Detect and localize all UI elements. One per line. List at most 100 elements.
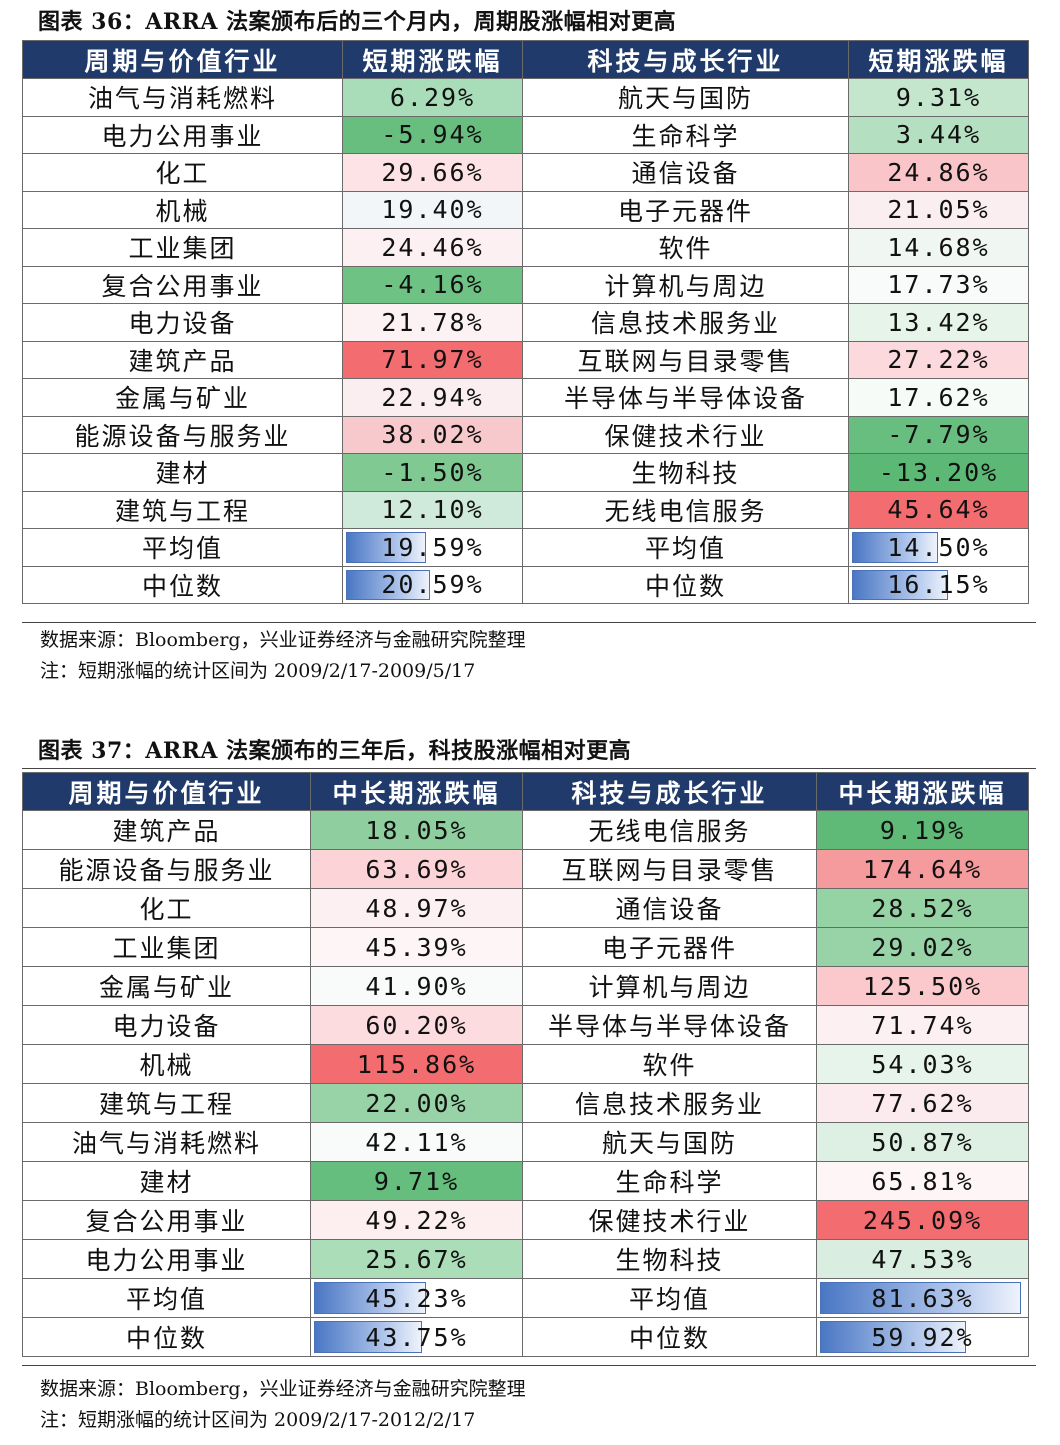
cyclical-industry: 金属与矿业 [22, 378, 343, 417]
summary-row: 平均值 19.59% 平均值 14.50% [22, 528, 1029, 567]
cyclical-industry: 建筑与工程 [22, 490, 343, 529]
table-row: 金属与矿业 22.94% 半导体与半导体设备 17.62% [22, 378, 1029, 417]
summary-value-text: 43.75% [365, 1322, 468, 1352]
cyclical-change: 6.29% [342, 78, 523, 117]
col-header-cyclical: 周期与价值行业 [22, 40, 343, 79]
cyclical-summary-value: 43.75% [310, 1317, 523, 1357]
tech-change: 54.03% [816, 1044, 1029, 1084]
tech-industry: 生物科技 [522, 1239, 817, 1279]
summary-label: 平均值 [522, 1278, 817, 1318]
tech-industry: 生物科技 [522, 453, 849, 492]
figure-36-title: 图表 36：ARRA 法案颁布后的三个月内，周期股涨幅相对更高 [38, 9, 677, 35]
tech-industry: 半导体与半导体设备 [522, 1005, 817, 1045]
cyclical-industry: 复合公用事业 [22, 1200, 311, 1240]
cyclical-industry: 油气与消耗燃料 [22, 78, 343, 117]
summary-value-text: 14.50% [887, 532, 990, 562]
cyclical-change: 41.90% [310, 966, 523, 1006]
tech-change: -13.20% [848, 453, 1029, 492]
tech-industry: 信息技术服务业 [522, 303, 849, 342]
cyclical-industry: 工业集团 [22, 927, 311, 967]
table-row: 建筑与工程 22.00% 信息技术服务业 77.62% [22, 1083, 1029, 1123]
tech-industry: 互联网与目录零售 [522, 849, 817, 889]
data-bar [852, 532, 938, 563]
divider [22, 622, 1036, 623]
cyclical-change: 38.02% [342, 415, 523, 454]
tech-change: 245.09% [816, 1200, 1029, 1240]
cyclical-change: 49.22% [310, 1200, 523, 1240]
cyclical-change: 21.78% [342, 303, 523, 342]
tech-industry: 互联网与目录零售 [522, 340, 849, 379]
table-row: 油气与消耗燃料 42.11% 航天与国防 50.87% [22, 1122, 1029, 1162]
tech-change: 29.02% [816, 927, 1029, 967]
tech-industry: 半导体与半导体设备 [522, 378, 849, 417]
summary-label: 中位数 [22, 1317, 311, 1357]
table-row: 电力设备 60.20% 半导体与半导体设备 71.74% [22, 1005, 1029, 1045]
cyclical-industry: 金属与矿业 [22, 966, 311, 1006]
cyclical-change: 29.66% [342, 153, 523, 192]
col-header-tech-change: 短期涨跌幅 [848, 40, 1029, 79]
table-row: 建筑产品 18.05% 无线电信服务 9.19% [22, 810, 1029, 850]
cyclical-industry: 机械 [22, 190, 343, 229]
cyclical-change: 22.94% [342, 378, 523, 417]
cyclical-change: 115.86% [310, 1044, 523, 1084]
tech-industry: 计算机与周边 [522, 265, 849, 304]
col-header-cyclical-change: 短期涨跌幅 [342, 40, 523, 79]
tech-change: -7.79% [848, 415, 1029, 454]
cyclical-industry: 电力设备 [22, 1005, 311, 1045]
tech-industry: 航天与国防 [522, 78, 849, 117]
cyclical-change: 18.05% [310, 810, 523, 850]
tech-summary-value: 16.15% [848, 565, 1029, 604]
tech-industry: 软件 [522, 228, 849, 267]
table-row: 机械 115.86% 软件 54.03% [22, 1044, 1029, 1084]
data-bar [820, 1321, 966, 1353]
figure-37-title: 图表 37：ARRA 法案颁布的三年后，科技股涨幅相对更高 [38, 738, 632, 764]
cyclical-change: 19.40% [342, 190, 523, 229]
summary-label: 平均值 [22, 1278, 311, 1318]
col-header-tech: 科技与成长行业 [522, 772, 817, 811]
tech-change: 27.22% [848, 340, 1029, 379]
cyclical-summary-value: 20.59% [342, 565, 523, 604]
data-bar [820, 1282, 1021, 1314]
col-header-tech: 科技与成长行业 [522, 40, 849, 79]
cyclical-industry: 能源设备与服务业 [22, 415, 343, 454]
cyclical-change: -5.94% [342, 115, 523, 154]
summary-row: 平均值 45.23% 平均值 81.63% [22, 1278, 1029, 1318]
tech-industry: 保健技术行业 [522, 415, 849, 454]
cyclical-change: -1.50% [342, 453, 523, 492]
cyclical-industry: 电力公用事业 [22, 115, 343, 154]
cyclical-industry: 工业集团 [22, 228, 343, 267]
cyclical-change: 63.69% [310, 849, 523, 889]
cyclical-industry: 能源设备与服务业 [22, 849, 311, 889]
tech-industry: 计算机与周边 [522, 966, 817, 1006]
range-note: 注：短期涨幅的统计区间为 2009/2/17-2009/5/17 [40, 660, 476, 682]
tech-change: 9.19% [816, 810, 1029, 850]
cyclical-change: 45.39% [310, 927, 523, 967]
tech-change: 3.44% [848, 115, 1029, 154]
col-header-tech-change: 中长期涨跌幅 [816, 772, 1029, 811]
cyclical-industry: 电力公用事业 [22, 1239, 311, 1279]
tech-industry: 无线电信服务 [522, 810, 817, 850]
tech-change: 9.31% [848, 78, 1029, 117]
tech-industry: 电子元器件 [522, 190, 849, 229]
cyclical-industry: 建筑产品 [22, 340, 343, 379]
table-row: 化工 48.97% 通信设备 28.52% [22, 888, 1029, 928]
data-bar [314, 1282, 427, 1314]
table-row: 复合公用事业 -4.16% 计算机与周边 17.73% [22, 265, 1029, 304]
summary-label: 平均值 [522, 528, 849, 567]
tech-change: 21.05% [848, 190, 1029, 229]
table-row: 能源设备与服务业 63.69% 互联网与目录零售 174.64% [22, 849, 1029, 889]
figure-36-table: 周期与价值行业 短期涨跌幅 科技与成长行业 短期涨跌幅 油气与消耗燃料 6.29%… [22, 40, 1029, 604]
source-note: 数据来源：Bloomberg，兴业证券经济与金融研究院整理 [40, 1378, 526, 1400]
cyclical-industry: 建筑与工程 [22, 1083, 311, 1123]
data-bar [314, 1321, 422, 1353]
tech-industry: 无线电信服务 [522, 490, 849, 529]
summary-label: 中位数 [522, 565, 849, 604]
tech-change: 50.87% [816, 1122, 1029, 1162]
tech-industry: 软件 [522, 1044, 817, 1084]
summary-label: 中位数 [22, 565, 343, 604]
tech-change: 24.86% [848, 153, 1029, 192]
table-row: 能源设备与服务业 38.02% 保健技术行业 -7.79% [22, 415, 1029, 454]
tech-summary-value: 14.50% [848, 528, 1029, 567]
summary-value-text: 19.59% [381, 532, 484, 562]
tech-change: 65.81% [816, 1161, 1029, 1201]
